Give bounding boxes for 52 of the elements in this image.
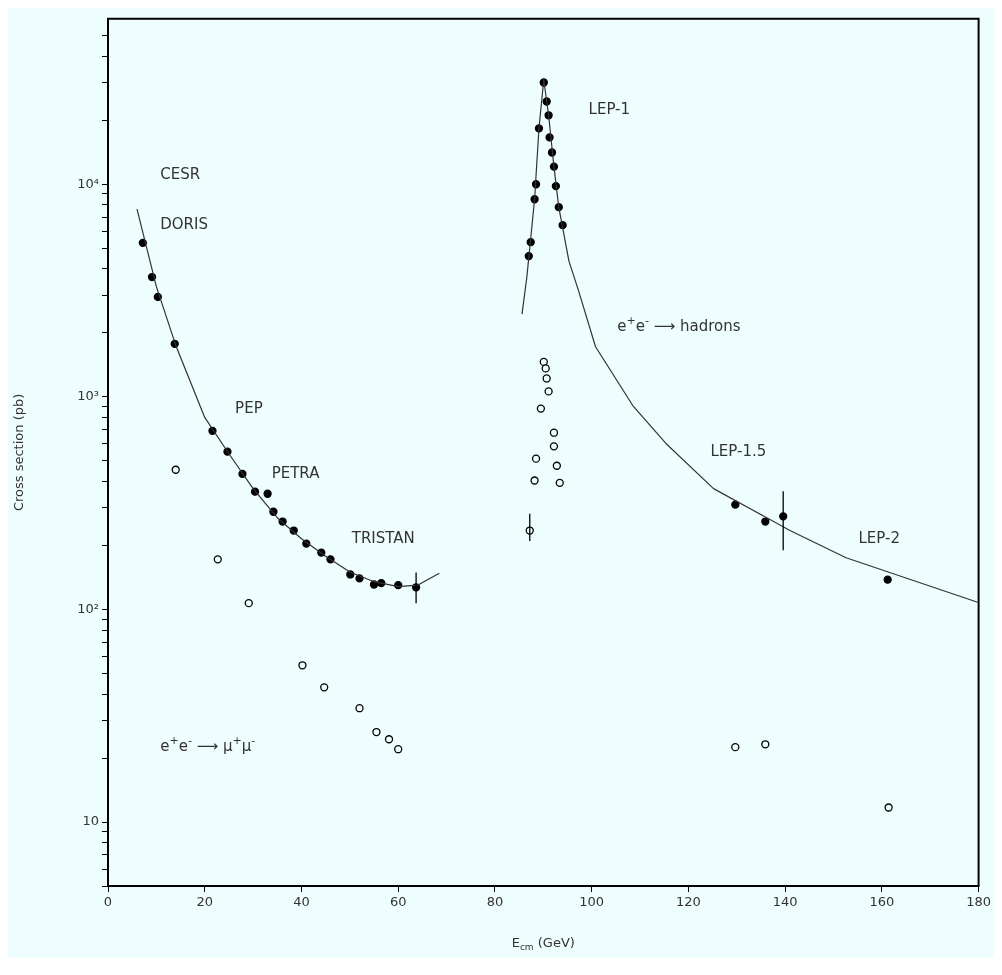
annotation: TRISTAN — [350, 529, 415, 548]
x-tick-label: 60 — [389, 894, 407, 910]
annotation: CESR — [160, 164, 201, 183]
point — [539, 357, 548, 367]
x-tick-label: 0 — [103, 894, 113, 910]
annotation: e+e- ⟶ hadrons — [617, 313, 741, 335]
point — [384, 735, 394, 744]
annotation: LEP-1.5 — [710, 442, 767, 461]
point — [549, 428, 559, 437]
x-tick-label: 80 — [486, 894, 504, 910]
annotation: LEP-1 — [588, 99, 631, 118]
x-tick-label: 180 — [966, 894, 992, 910]
point — [544, 387, 553, 396]
point — [298, 661, 307, 670]
point — [531, 454, 541, 463]
point — [883, 575, 892, 584]
point — [761, 740, 770, 749]
point — [542, 374, 551, 383]
point — [372, 727, 381, 737]
x-tick-label: 160 — [869, 894, 895, 910]
annotation: LEP-2 — [858, 529, 900, 548]
point — [552, 461, 561, 470]
point — [555, 478, 564, 487]
y-tick-label: 10³ — [77, 388, 99, 404]
point — [761, 517, 770, 526]
annotation: e+e- ⟶ μ+μ- — [160, 734, 256, 756]
point — [731, 742, 740, 752]
x-tick-label: 20 — [196, 894, 214, 910]
x-tick-label: 100 — [579, 894, 605, 910]
point — [320, 683, 329, 692]
y-tick-label: 10² — [77, 600, 99, 616]
point — [530, 476, 539, 485]
x-tick-label: 120 — [675, 894, 701, 910]
point — [263, 489, 272, 498]
point — [536, 404, 546, 413]
point — [244, 599, 253, 608]
point — [171, 465, 180, 474]
point — [355, 704, 364, 713]
point — [541, 364, 550, 373]
point — [394, 745, 403, 754]
point — [549, 442, 559, 451]
x-tick-label: 40 — [293, 894, 310, 910]
y-tick-label: 10 — [82, 813, 99, 829]
annotation: DORIS — [160, 215, 208, 234]
x-tick-label: 140 — [772, 894, 798, 910]
point — [884, 803, 893, 812]
point — [731, 500, 740, 509]
annotation: PEP — [235, 398, 263, 417]
annotation: PETRA — [271, 463, 321, 482]
point — [213, 555, 222, 564]
y-tick-label: 10⁴ — [77, 175, 99, 191]
y-axis-title: Cross section (pb) — [11, 393, 27, 512]
